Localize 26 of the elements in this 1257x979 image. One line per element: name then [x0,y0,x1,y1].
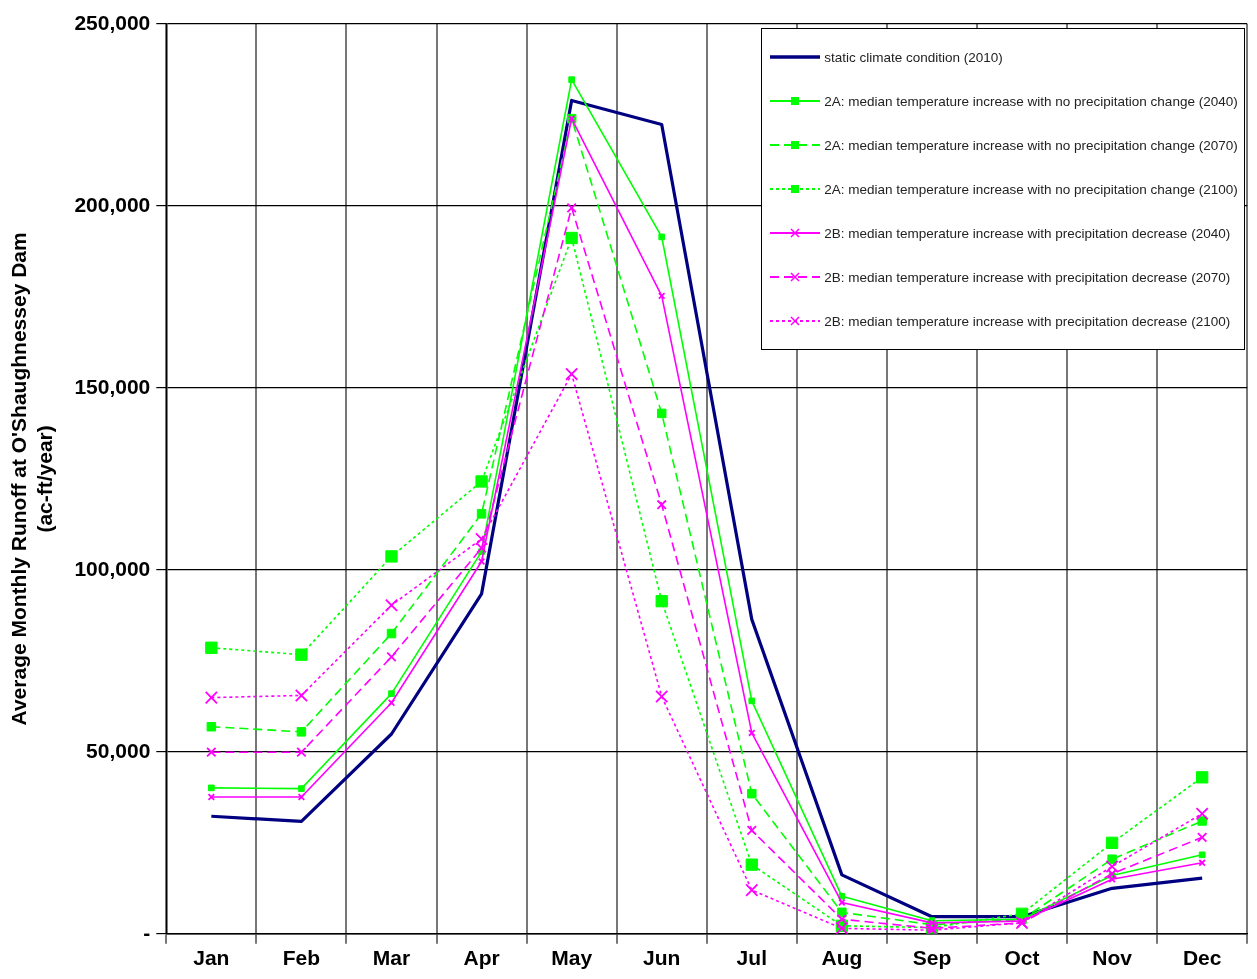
y-axis-title: Average Monthly Runoff at O'Shaughnessey Dam (ac-ft/year) [7,232,56,726]
legend-label: 2B: median temperature increase with precipitation decrease (2070) [824,269,1231,285]
y-tick-label: 100,000 [74,556,151,580]
x-tick-label: Apr [463,946,500,970]
y-tick-label: 250,000 [74,10,151,34]
y-tick-label: 200,000 [74,192,151,216]
x-tick-label: Oct [1004,946,1040,970]
legend-label: 2A: median temperature increase with no precipitation change (2070) [824,137,1238,153]
x-tick-label: Jul [736,946,767,970]
y-tick-label: 50,000 [86,738,151,762]
legend-label: 2A: median temperature increase with no precipitation change (2040) [824,93,1238,109]
x-tick-label: Feb [282,946,321,970]
y-tick-label: 150,000 [74,374,151,398]
x-tick-label: Jan [193,946,230,970]
x-tick-label: Mar [372,946,411,970]
x-tick-label: Nov [1092,946,1133,970]
x-tick-label: Jun [643,946,681,970]
legend-label: 2B: median temperature increase with precipitation decrease (2040) [824,225,1231,241]
x-tick-label: May [551,946,593,970]
x-tick-label: Dec [1182,946,1222,970]
x-tick-label: Aug [821,946,863,970]
legend-label: 2B: median temperature increase with precipitation decrease (2100) [824,313,1231,329]
legend-label: static climate condition (2010) [824,49,1003,65]
y-tick-label: - [143,920,151,944]
legend-label: 2A: median temperature increase with no precipitation change (2100) [824,181,1238,197]
x-tick-label: Sep [912,946,952,970]
